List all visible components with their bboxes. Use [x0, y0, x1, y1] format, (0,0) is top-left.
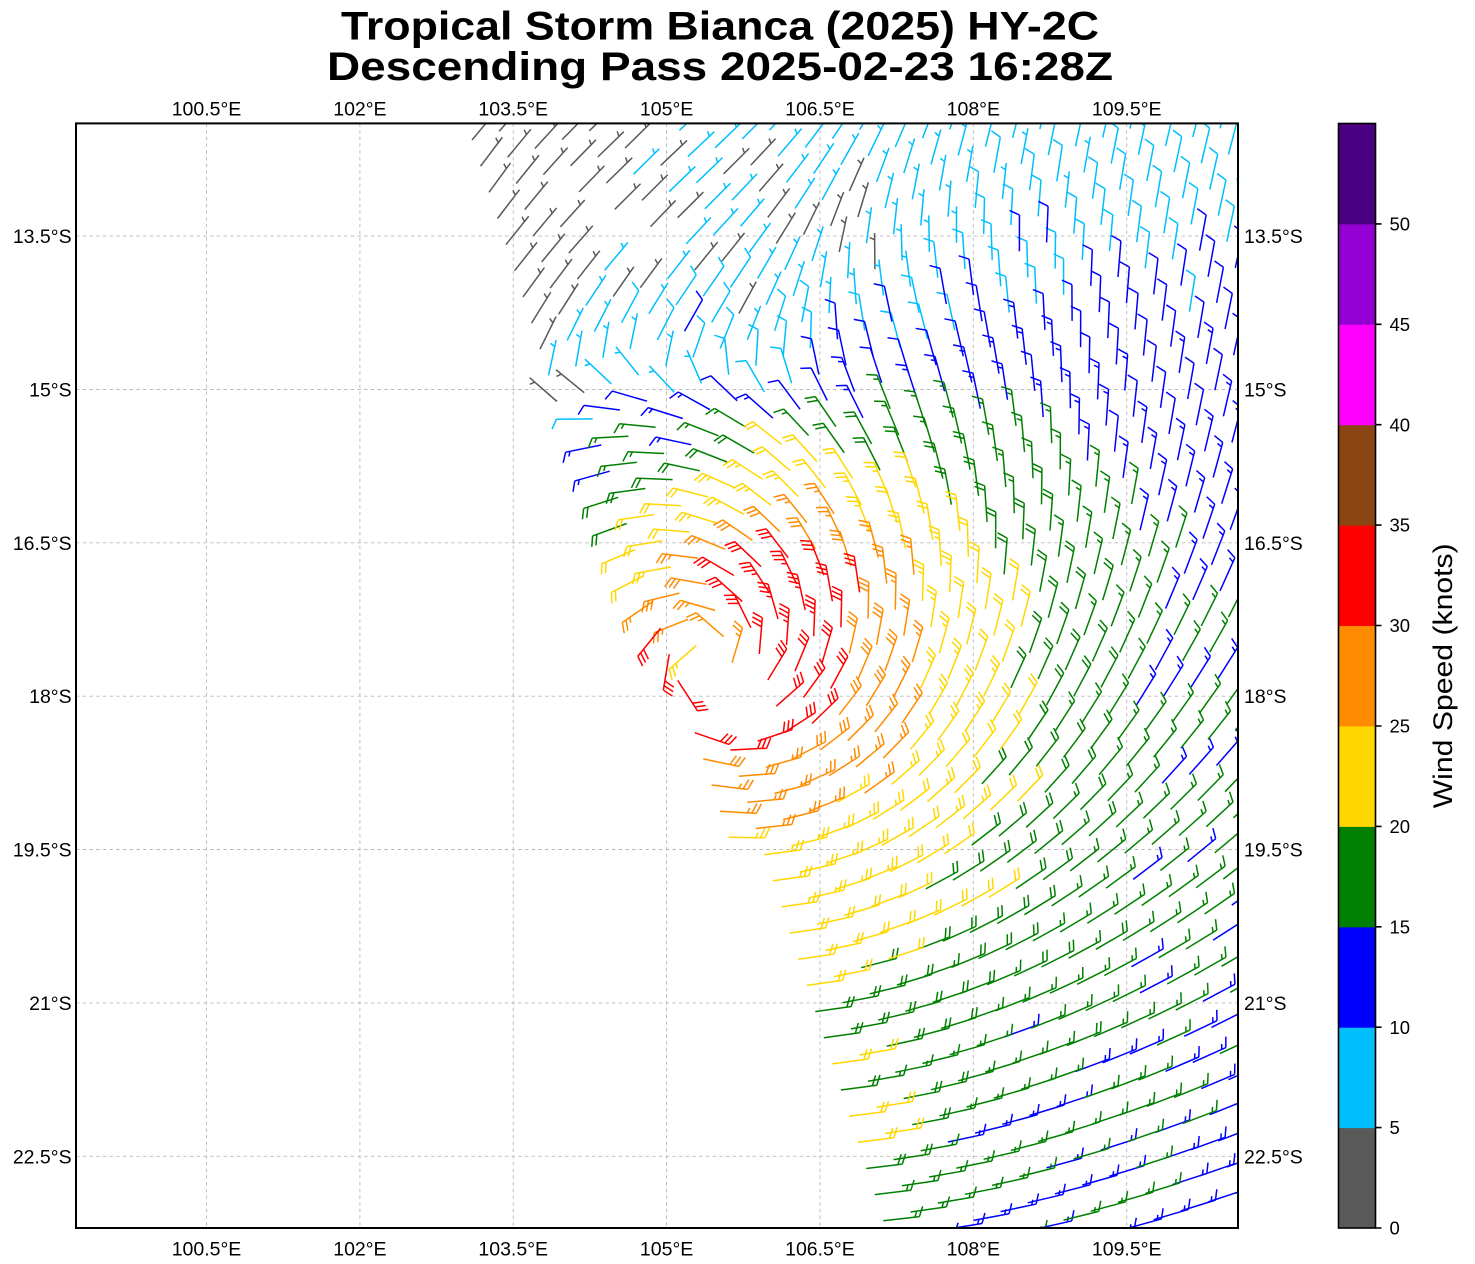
svg-text:25: 25	[1390, 716, 1411, 737]
svg-text:108°E: 108°E	[947, 98, 1000, 120]
svg-text:109.5°E: 109.5°E	[1092, 1238, 1162, 1260]
svg-text:106.5°E: 106.5°E	[785, 98, 855, 120]
svg-text:108°E: 108°E	[947, 1238, 1000, 1260]
svg-text:105°E: 105°E	[640, 1238, 693, 1260]
svg-text:40: 40	[1390, 414, 1411, 435]
svg-text:103.5°E: 103.5°E	[478, 98, 548, 120]
svg-text:13.5°S: 13.5°S	[1244, 226, 1303, 248]
svg-text:50: 50	[1390, 214, 1411, 235]
svg-text:100.5°E: 100.5°E	[172, 1238, 242, 1260]
svg-text:45: 45	[1390, 314, 1411, 335]
svg-text:109.5°E: 109.5°E	[1092, 98, 1162, 120]
svg-text:16.5°S: 16.5°S	[13, 533, 72, 555]
svg-text:5: 5	[1390, 1117, 1400, 1138]
svg-text:20: 20	[1390, 816, 1411, 837]
svg-text:16.5°S: 16.5°S	[1244, 533, 1303, 555]
svg-text:Tropical Storm Bianca (2025) H: Tropical Storm Bianca (2025) HY-2C	[341, 5, 1099, 49]
svg-text:15: 15	[1390, 916, 1411, 937]
svg-text:19.5°S: 19.5°S	[13, 840, 72, 862]
svg-text:Descending Pass 2025-02-23 16:: Descending Pass 2025-02-23 16:28Z	[327, 45, 1113, 89]
svg-text:35: 35	[1390, 515, 1411, 536]
svg-text:22.5°S: 22.5°S	[1244, 1146, 1303, 1168]
svg-text:103.5°E: 103.5°E	[478, 1238, 548, 1260]
svg-text:21°S: 21°S	[29, 993, 72, 1015]
svg-text:15°S: 15°S	[1244, 380, 1287, 402]
svg-text:15°S: 15°S	[29, 380, 72, 402]
svg-text:106.5°E: 106.5°E	[785, 1238, 855, 1260]
svg-text:100.5°E: 100.5°E	[172, 98, 242, 120]
svg-text:13.5°S: 13.5°S	[13, 226, 72, 248]
svg-text:102°E: 102°E	[333, 1238, 386, 1260]
svg-text:10: 10	[1390, 1017, 1411, 1038]
svg-text:19.5°S: 19.5°S	[1244, 840, 1303, 862]
svg-text:0: 0	[1390, 1218, 1400, 1239]
svg-text:18°S: 18°S	[1244, 686, 1287, 708]
svg-text:102°E: 102°E	[333, 98, 386, 120]
svg-text:22.5°S: 22.5°S	[13, 1146, 72, 1168]
svg-text:21°S: 21°S	[1244, 993, 1287, 1015]
svg-text:18°S: 18°S	[29, 686, 72, 708]
svg-text:105°E: 105°E	[640, 98, 693, 120]
svg-text:Wind Speed (knots): Wind Speed (knots)	[1428, 543, 1458, 808]
svg-text:30: 30	[1390, 615, 1411, 636]
